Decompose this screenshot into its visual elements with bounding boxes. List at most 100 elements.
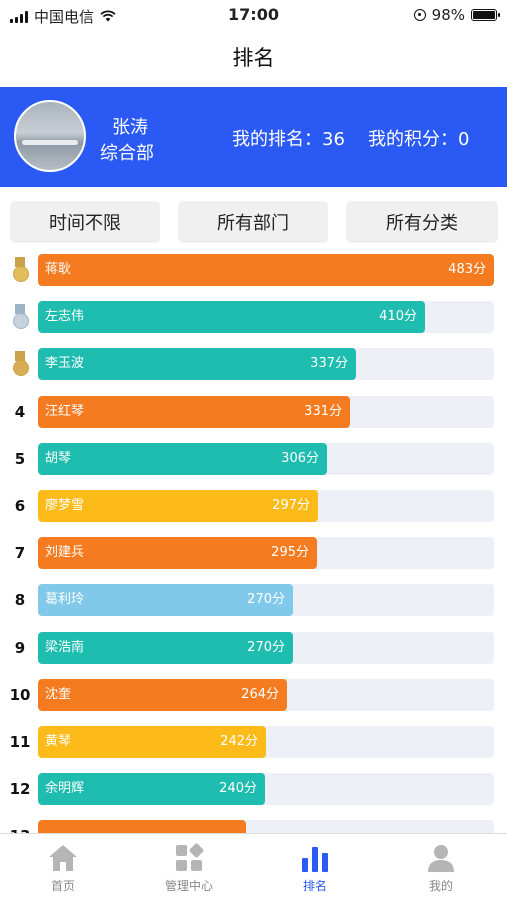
score-track: 廖梦雪 297分 — [38, 490, 494, 522]
carrier-name: 中国电信 — [34, 8, 95, 26]
member-name: 梁浩南 — [45, 639, 85, 655]
member-name: 廖梦雪 — [45, 498, 85, 513]
member-score: 410分 — [379, 309, 417, 325]
bronze-medal-icon — [12, 351, 29, 377]
rank-number: 11 — [9, 733, 31, 751]
profile-banner: 张涛 综合部 我的排名：36 我的积分：0 — [0, 87, 507, 187]
tab-home[interactable]: 首页 — [0, 834, 126, 901]
rank-number: 8 — [14, 591, 26, 610]
filter-category[interactable]: 所有分类 — [346, 201, 498, 243]
member-score: 270分 — [247, 639, 285, 655]
tab-bar: 首页 管理中心 排名 我的 — [0, 833, 507, 901]
ranking-row: 10 沈奎 264分 — [0, 678, 507, 711]
member-name: 汪红琴 — [45, 403, 85, 419]
person-icon — [428, 845, 454, 872]
ranking-row: 蒋耿 483分 — [0, 254, 507, 286]
score-bar: 余明辉 240分 — [38, 773, 265, 806]
user-department: 综合部 — [100, 143, 154, 164]
orientation-lock-icon — [413, 9, 426, 21]
ranking-row: 11 黄琴 242分 — [0, 726, 507, 758]
filter-time[interactable]: 时间不限 — [10, 201, 160, 243]
rank-number: 5 — [14, 449, 26, 468]
my-rank: 我的排名：36 — [232, 129, 345, 150]
ranking-row: 8 葛利玲 270分 — [0, 584, 507, 617]
member-name: 余明辉 — [45, 781, 85, 797]
rank-number: 6 — [14, 497, 26, 515]
member-name: 黄琴 — [45, 734, 72, 749]
silver-medal-icon — [12, 304, 29, 330]
home-icon — [49, 845, 77, 871]
member-score: 264分 — [241, 686, 279, 702]
score-track: 梁浩南 270分 — [38, 631, 494, 664]
tab-management[interactable]: 管理中心 — [126, 834, 252, 901]
tab-mine[interactable]: 我的 — [378, 834, 504, 901]
ranking-row: 李玉波 337分 — [0, 348, 507, 381]
ranking-row: 7 刘建兵 295分 — [0, 537, 507, 570]
avatar[interactable] — [14, 100, 86, 172]
member-score: 270分 — [247, 592, 285, 608]
score-track: 黄琴 242分 — [38, 726, 494, 758]
battery-percent: 98% — [431, 6, 465, 24]
member-name: 左志伟 — [45, 309, 85, 325]
page-title: 排名 — [232, 46, 275, 70]
score-bar: 左志伟 410分 — [38, 301, 425, 334]
member-score: 242分 — [220, 734, 258, 749]
rank-number: 12 — [9, 780, 31, 799]
ranking-row: 12 余明辉 240分 — [0, 773, 507, 806]
my-points: 我的积分：0 — [368, 129, 470, 150]
member-score: 306分 — [281, 450, 319, 466]
wifi-icon — [100, 8, 116, 26]
member-score: 483分 — [448, 262, 486, 277]
member-score: 337分 — [310, 356, 348, 372]
rank-number: 10 — [9, 685, 31, 704]
member-name: 蒋耿 — [45, 262, 72, 277]
member-name: 李玉波 — [45, 356, 85, 372]
score-track: 沈奎 264分 — [38, 678, 494, 711]
score-bar: 胡琴 306分 — [38, 442, 327, 475]
score-bar: 廖梦雪 297分 — [38, 490, 318, 522]
rank-number: 9 — [14, 638, 26, 657]
member-name: 沈奎 — [45, 686, 72, 702]
score-bar: 沈奎 264分 — [38, 678, 287, 711]
status-time: 17:00 — [228, 5, 279, 24]
score-track: 李玉波 337分 — [38, 348, 494, 381]
score-track: 汪红琴 331分 — [38, 395, 494, 428]
score-track: 余明辉 240分 — [38, 773, 494, 806]
member-score: 331分 — [304, 403, 342, 419]
score-bar: 刘建兵 295分 — [38, 537, 317, 570]
ranking-row: 9 梁浩南 270分 — [0, 631, 507, 664]
score-track: 刘建兵 295分 — [38, 537, 494, 570]
signal-icon — [10, 10, 28, 23]
bar-chart-icon — [302, 847, 328, 872]
score-bar: 汪红琴 331分 — [38, 395, 350, 428]
score-track: 葛利玲 270分 — [38, 584, 494, 617]
member-name: 胡琴 — [45, 450, 72, 466]
rank-number: 7 — [14, 544, 26, 563]
gold-medal-icon — [12, 257, 29, 283]
filter-department[interactable]: 所有部门 — [178, 201, 328, 243]
ranking-row: 左志伟 410分 — [0, 301, 507, 334]
tab-home-label: 首页 — [50, 879, 75, 893]
score-bar: 梁浩南 270分 — [38, 631, 293, 664]
member-name: 刘建兵 — [45, 545, 85, 561]
tab-mine-label: 我的 — [428, 879, 453, 893]
score-track: 左志伟 410分 — [38, 301, 494, 334]
tab-ranking-label: 排名 — [302, 879, 327, 893]
score-bar: 黄琴 242分 — [38, 726, 266, 758]
score-track: 胡琴 306分 — [38, 442, 494, 475]
member-score: 295分 — [271, 545, 309, 561]
grid-icon — [176, 843, 204, 871]
user-name: 张涛 — [112, 117, 148, 138]
tab-management-label: 管理中心 — [164, 879, 213, 893]
member-score: 297分 — [272, 498, 310, 513]
ranking-row: 6 廖梦雪 297分 — [0, 490, 507, 522]
ranking-row: 4 汪红琴 331分 — [0, 395, 507, 428]
filter-bar: 时间不限 所有部门 所有分类 — [10, 201, 498, 243]
ranking-row: 5 胡琴 306分 — [0, 442, 507, 475]
member-name: 葛利玲 — [45, 592, 85, 608]
status-bar: 中国电信 17:00 98% — [0, 0, 507, 30]
tab-ranking[interactable]: 排名 — [252, 834, 378, 901]
rank-number: 4 — [14, 402, 26, 421]
score-track: 蒋耿 483分 — [38, 254, 494, 286]
score-bar: 蒋耿 483分 — [38, 254, 494, 286]
